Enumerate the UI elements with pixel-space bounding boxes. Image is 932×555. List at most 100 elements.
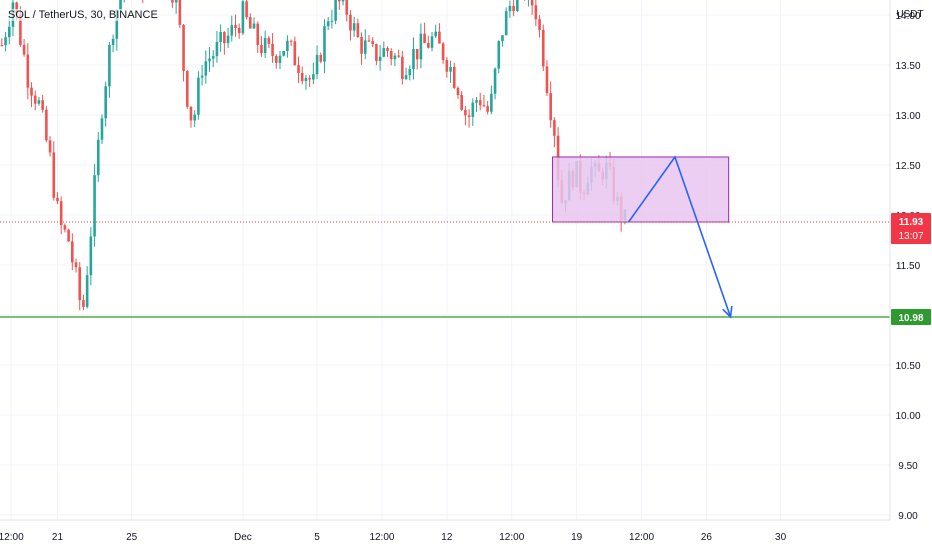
candle-body [26, 54, 30, 88]
candle-body [7, 26, 11, 38]
candle-body [315, 55, 319, 75]
x-tick-label: 21 [52, 532, 64, 543]
candle-body [119, 0, 122, 10]
candle-body [516, 0, 519, 12]
candle-body [389, 51, 393, 60]
candle-body [22, 44, 26, 55]
candle-body [174, 0, 178, 3]
candle-body [4, 37, 7, 46]
candle-body [464, 109, 467, 116]
candle-body [530, 0, 534, 6]
candle-body [171, 0, 174, 3]
candle-body [397, 55, 400, 57]
candle-body [375, 44, 378, 61]
candle-body [56, 197, 59, 202]
candle-body [427, 43, 430, 48]
candle-body [41, 100, 44, 110]
candle-body [512, 5, 515, 12]
candle-body [82, 300, 85, 307]
x-tick-label: Dec [234, 532, 252, 543]
current-price-badge [891, 213, 931, 244]
candle-body [197, 77, 200, 115]
candle-body [497, 41, 501, 69]
y-tick-label: 11.50 [896, 261, 921, 272]
bar-countdown-label: 13:07 [898, 231, 923, 242]
candle-body [460, 94, 463, 110]
candle-body [30, 87, 33, 96]
candle-body [434, 31, 438, 37]
candle-body [211, 56, 215, 59]
candle-body [471, 102, 475, 117]
overlay-layer [0, 155, 890, 319]
candle-body [260, 44, 263, 54]
candle-body [534, 5, 538, 20]
candle-body [256, 23, 260, 45]
candle-body [234, 25, 237, 28]
candle-body [312, 74, 315, 80]
candle-body [508, 5, 512, 12]
y-tick-label: 10.50 [895, 361, 920, 372]
x-tick-label: 12:00 [0, 532, 24, 543]
grid-layer [0, 0, 890, 520]
candle-body [245, 1, 248, 18]
candle-body [501, 35, 504, 42]
candle-body [85, 275, 89, 307]
candle-body [441, 43, 445, 60]
candle-body [538, 19, 541, 30]
x-tick-label: 12 [441, 532, 453, 543]
candle-body [204, 61, 208, 76]
candle-body [182, 24, 185, 71]
candle-body [326, 21, 330, 27]
candle-body [404, 75, 408, 79]
candle-body [549, 93, 552, 121]
candle-body [467, 115, 471, 117]
candle-body [100, 118, 104, 140]
candle-body [438, 31, 441, 44]
range-box [552, 156, 730, 223]
candle-body [352, 23, 356, 31]
support-price-label: 10.98 [898, 313, 923, 324]
candle-body [189, 106, 193, 121]
x-tick-label: 19 [571, 532, 583, 543]
x-tick-label: 12:00 [369, 532, 394, 543]
candle-body [553, 120, 556, 136]
candle-body [93, 175, 96, 237]
price-axis-panel [890, 0, 932, 550]
projection-path [627, 155, 732, 318]
candle-body [271, 43, 274, 57]
candle-body [215, 41, 219, 57]
candle-body [363, 40, 367, 54]
candle-body [45, 109, 48, 141]
candle-body [456, 87, 460, 95]
candle-body [74, 262, 78, 268]
candle-body [304, 77, 308, 82]
candle-body [263, 37, 267, 54]
candle-body [286, 40, 289, 51]
y-tick-label: 12.50 [895, 161, 920, 172]
candle-body [274, 56, 278, 63]
candle-body [345, 0, 349, 15]
candle-body [393, 55, 397, 60]
candle-body [108, 45, 111, 87]
candle-body [330, 20, 334, 22]
candle-body [200, 75, 204, 78]
candle-body [367, 40, 371, 42]
candle-body [319, 55, 323, 62]
candle-body [237, 27, 241, 34]
candle-body [89, 236, 93, 276]
candle-body [504, 11, 508, 36]
candle-body [360, 36, 363, 54]
y-tick-label: 14.00 [895, 11, 920, 22]
time-axis-panel [0, 520, 932, 550]
candle-body [33, 95, 37, 104]
x-tick-label: 5 [314, 532, 320, 543]
candle-body [15, 2, 18, 15]
candle-body [349, 14, 352, 31]
candle-body [63, 225, 67, 230]
y-tick-label: 9.50 [898, 461, 918, 472]
candle-body [226, 35, 230, 44]
projection-arrowhead [722, 305, 733, 319]
candle-body [408, 69, 412, 76]
